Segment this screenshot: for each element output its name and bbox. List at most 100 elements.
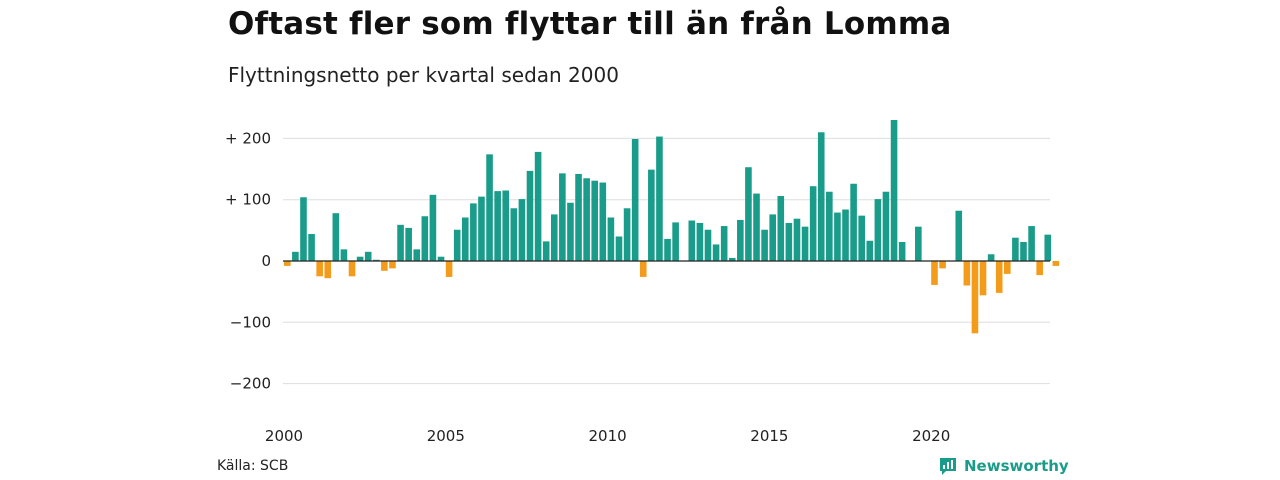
bars [284,120,1060,334]
bar [631,139,639,261]
bar [405,227,412,261]
x-tick-label: 2005 [427,427,465,445]
x-axis-ticks: 2000 2005 2010 2015 2020 [265,427,950,445]
bar [591,180,599,261]
bar [599,182,607,261]
brand-name: Newsworthy [964,457,1069,475]
y-tick-label: −200 [230,375,271,393]
bar [372,259,380,261]
source-label: Källa: SCB [217,458,289,474]
x-tick-label: 2015 [750,427,788,445]
y-tick-label: + 100 [225,191,271,209]
bar [381,261,388,271]
bar [745,167,752,261]
bar [356,256,364,261]
bar [421,216,429,261]
bar [696,222,704,261]
bar [615,236,623,261]
bar [550,214,558,261]
bar [979,261,987,296]
bar [429,194,437,261]
bar [664,238,671,261]
bar [688,220,696,261]
bar [915,226,922,261]
bar [648,169,655,261]
bar [567,202,574,261]
bar [890,120,898,261]
bar [963,261,971,286]
bar [785,222,793,261]
bar [324,261,332,279]
bar [510,208,518,261]
y-tick-label: 0 [261,252,271,270]
bar [1052,261,1060,266]
bar [817,132,825,261]
bar [1028,226,1035,261]
bar [559,173,566,261]
bar [437,256,445,261]
bar [874,199,882,261]
bar [769,214,776,261]
bar [332,213,340,261]
brand-logo[interactable]: Newsworthy [938,456,1069,476]
bar [1036,261,1043,276]
bar [971,261,979,334]
bar [826,191,833,261]
bar [292,251,299,262]
bar [866,240,874,261]
x-tick-label: 2000 [265,427,303,445]
bar [931,261,938,285]
bar [518,199,526,261]
bar [793,218,801,261]
bar [478,196,485,261]
bar [639,261,647,277]
bar [413,249,421,261]
bar [704,229,712,261]
bar [453,229,461,261]
y-axis-ticks: + 200 + 100 0 −100 −200 [225,129,271,392]
bar [882,191,890,261]
bar [801,226,809,261]
gridlines [283,137,1050,385]
x-tick-label: 2020 [912,427,950,445]
bar [348,261,356,277]
bar [939,261,946,269]
bar [1012,237,1019,261]
bar [623,208,631,261]
bar [340,249,348,261]
bar [720,226,728,261]
bar [753,193,760,261]
y-tick-label: −100 [230,313,271,331]
bar [728,257,736,261]
bar [461,217,469,261]
bar [898,242,906,261]
bar [607,217,615,261]
bar [494,191,501,261]
bar [445,261,453,277]
bar [1020,242,1027,261]
bar [761,229,768,261]
bar [850,183,857,261]
bar [712,244,720,261]
bar [1044,234,1052,261]
bar [389,261,396,269]
bar [737,219,744,261]
bar [308,234,315,261]
bar [1004,261,1011,274]
bar [987,254,995,261]
bar [284,261,291,266]
y-tick-label: + 200 [225,129,271,147]
bar [534,151,542,261]
chart-subtitle: Flyttningsnetto per kvartal sedan 2000 [228,63,619,87]
bar [526,170,534,261]
bar [502,190,510,261]
bar [656,136,663,261]
bar [316,261,323,277]
x-tick-label: 2010 [589,427,627,445]
bar [300,197,307,261]
bar [364,251,372,262]
chart-title: Oftast fler som flyttar till än från Lom… [228,6,952,42]
bar [809,186,817,261]
newsworthy-logo-icon [940,458,956,475]
